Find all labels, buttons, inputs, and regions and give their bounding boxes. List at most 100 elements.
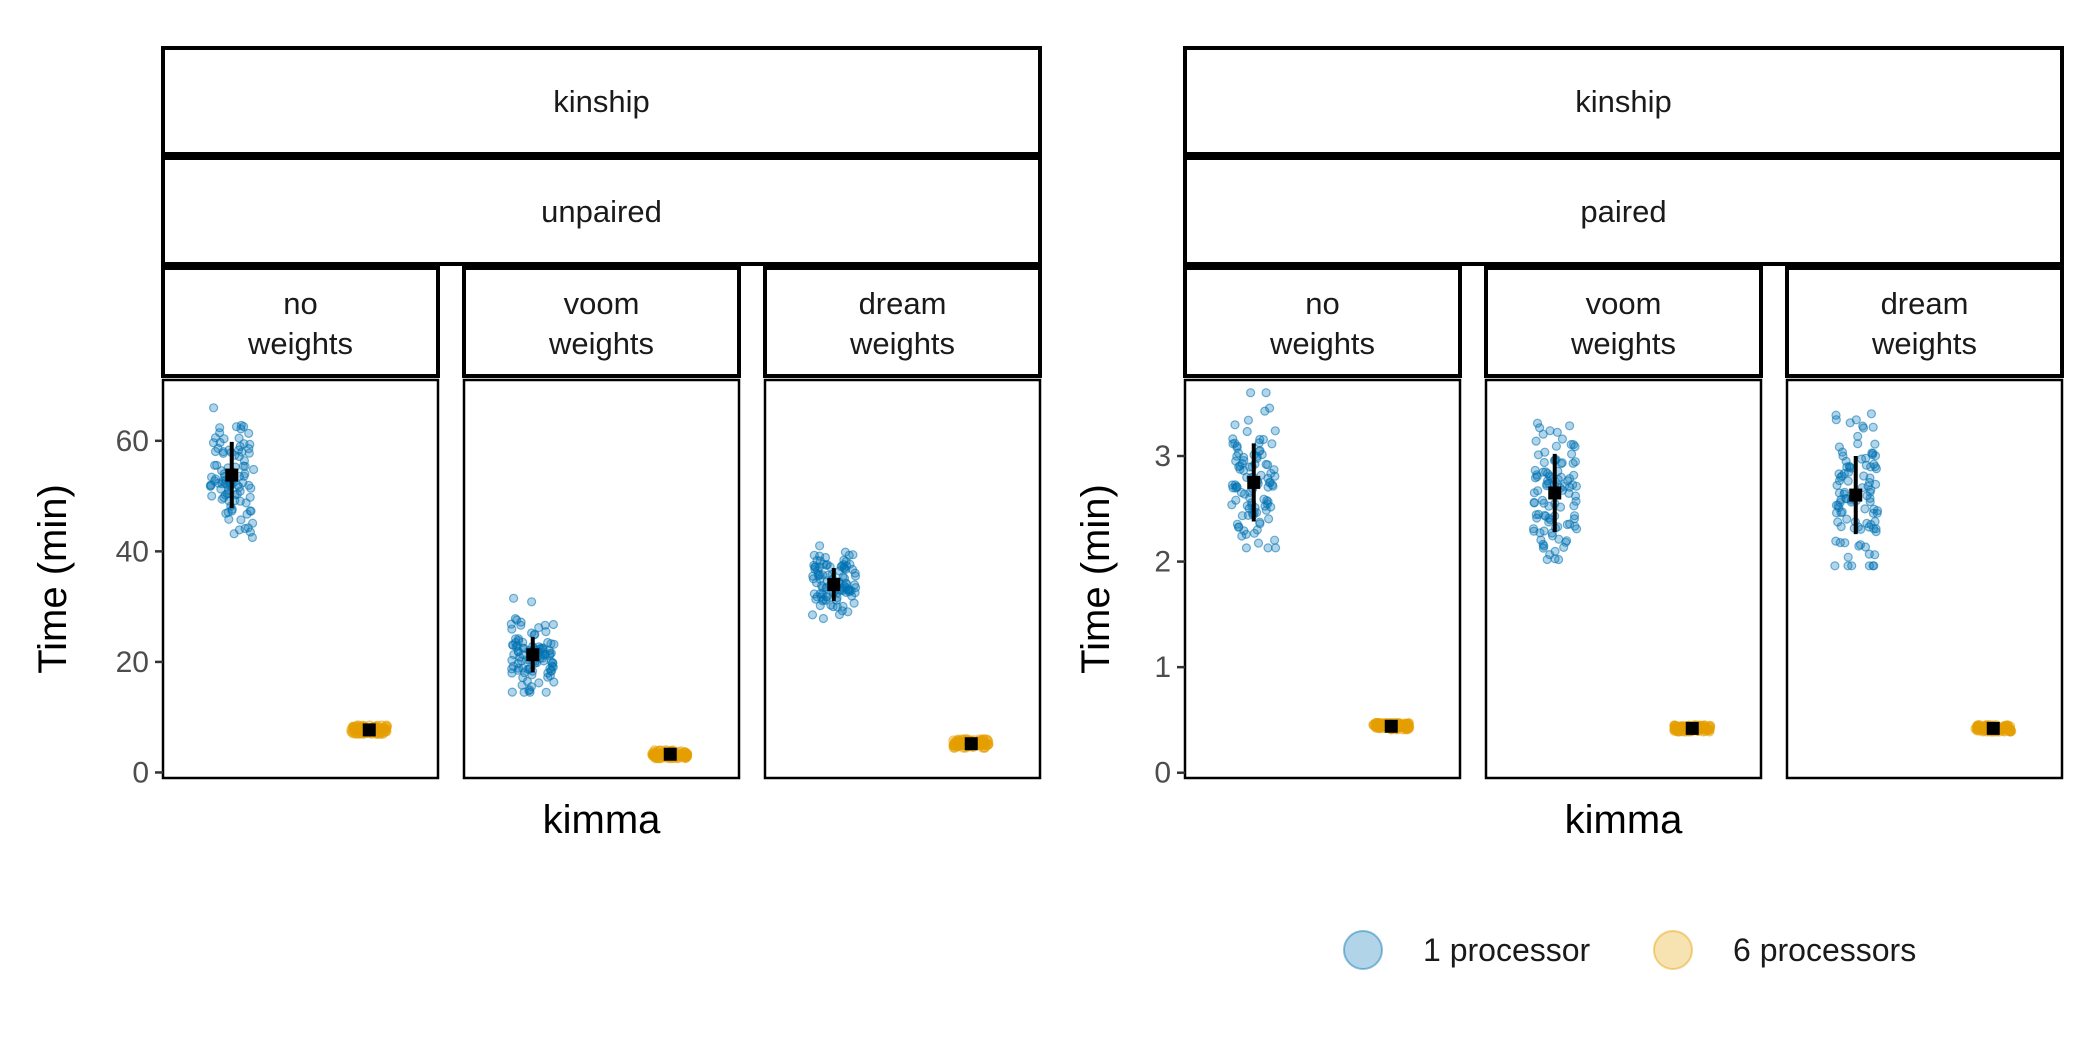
data-point	[1261, 459, 1271, 469]
points-1-processor	[506, 593, 559, 697]
data-point	[1544, 471, 1555, 481]
data-point	[1831, 415, 1841, 425]
data-point	[1551, 441, 1562, 451]
data-point	[1843, 476, 1853, 486]
data-point	[1870, 550, 1880, 560]
panel-strip-label: weights	[548, 326, 654, 361]
data-point	[1845, 462, 1855, 472]
data-point	[516, 620, 526, 630]
panel-frame	[1183, 378, 1462, 780]
data-point	[1830, 561, 1840, 571]
y-tick-label: 40	[116, 535, 149, 568]
data-point	[1870, 439, 1880, 449]
mean-marker	[1247, 475, 1261, 489]
panel-strip-label: no	[1305, 286, 1339, 321]
data-point	[207, 472, 217, 482]
data-point	[209, 403, 219, 413]
data-point	[540, 620, 550, 630]
y-tick-label: 60	[116, 425, 149, 458]
data-point	[834, 566, 845, 576]
data-point	[1230, 438, 1240, 448]
data-point	[1242, 426, 1252, 437]
data-point	[1557, 434, 1568, 444]
panel-strip-label: voom	[1586, 286, 1662, 321]
data-point	[548, 619, 559, 630]
data-point	[1539, 526, 1549, 536]
data-point	[1550, 546, 1560, 557]
data-point	[249, 464, 259, 475]
data-point	[245, 527, 255, 537]
data-point	[1260, 406, 1270, 416]
data-point	[1531, 436, 1541, 446]
data-point	[1532, 513, 1542, 523]
x-axis-title: kimma	[1565, 798, 1684, 842]
data-point	[839, 573, 850, 583]
mean-marker	[1685, 721, 1699, 735]
data-point	[814, 541, 825, 551]
data-point	[1562, 519, 1572, 530]
data-point	[1237, 511, 1248, 521]
data-point	[1399, 722, 1411, 734]
data-point	[1245, 388, 1256, 398]
data-point	[1865, 493, 1875, 503]
data-point	[1833, 500, 1843, 510]
panel-strip	[462, 266, 741, 378]
data-point	[246, 506, 256, 516]
panel-voom-weights: voom weights	[462, 266, 741, 780]
panel-strip-label: weights	[1570, 326, 1676, 361]
data-point	[1838, 451, 1848, 461]
data-point	[839, 563, 850, 574]
data-point	[1230, 420, 1240, 430]
mean-marker	[1384, 719, 1398, 733]
data-point	[1839, 468, 1850, 479]
data-point	[1263, 514, 1274, 524]
panel-dream-weights: dream weights	[1785, 266, 2064, 780]
x-axis-title: kimma	[543, 798, 662, 842]
data-point	[1704, 724, 1715, 735]
data-point	[818, 559, 829, 569]
data-point	[234, 482, 244, 492]
strip-top-1	[1183, 46, 2064, 156]
data-point	[1870, 451, 1881, 461]
data-point	[1866, 409, 1877, 419]
data-point	[821, 595, 831, 606]
data-point	[1241, 529, 1251, 540]
data-point	[1865, 497, 1875, 507]
data-point	[508, 640, 518, 650]
data-point	[1261, 388, 1271, 398]
panel-dream-weights: dream weights	[763, 266, 1042, 780]
panel-strip-label: weights	[247, 326, 353, 361]
data-point	[240, 469, 250, 479]
data-point	[1831, 536, 1841, 546]
data-point	[1552, 427, 1562, 437]
mean-marker	[225, 468, 239, 482]
panel-no-weights: no weights	[1183, 266, 1462, 780]
data-point	[1227, 500, 1237, 510]
data-point	[1571, 496, 1581, 506]
panel-frame	[462, 378, 741, 780]
data-point	[526, 597, 537, 607]
data-point	[238, 461, 248, 471]
y-tick-label: 20	[116, 646, 149, 679]
data-point	[1870, 462, 1880, 472]
data-point	[1860, 542, 1871, 552]
data-point	[205, 481, 215, 491]
data-point	[1263, 543, 1273, 553]
data-point	[1675, 722, 1687, 733]
data-point	[1539, 457, 1549, 468]
panel-strip	[763, 266, 1042, 378]
panel-strip-label: weights	[849, 326, 955, 361]
panel-frame	[161, 378, 440, 780]
data-point	[1843, 552, 1853, 562]
data-point	[1268, 481, 1278, 491]
data-point	[679, 747, 691, 758]
data-point	[810, 564, 820, 574]
data-point	[524, 686, 534, 696]
strip-mid-label: paired	[1580, 194, 1666, 229]
data-point	[1856, 524, 1866, 535]
y-axis-title: Time (min)	[1074, 484, 1118, 674]
data-point	[526, 628, 537, 638]
data-point	[1568, 440, 1579, 450]
data-point	[1564, 421, 1575, 431]
